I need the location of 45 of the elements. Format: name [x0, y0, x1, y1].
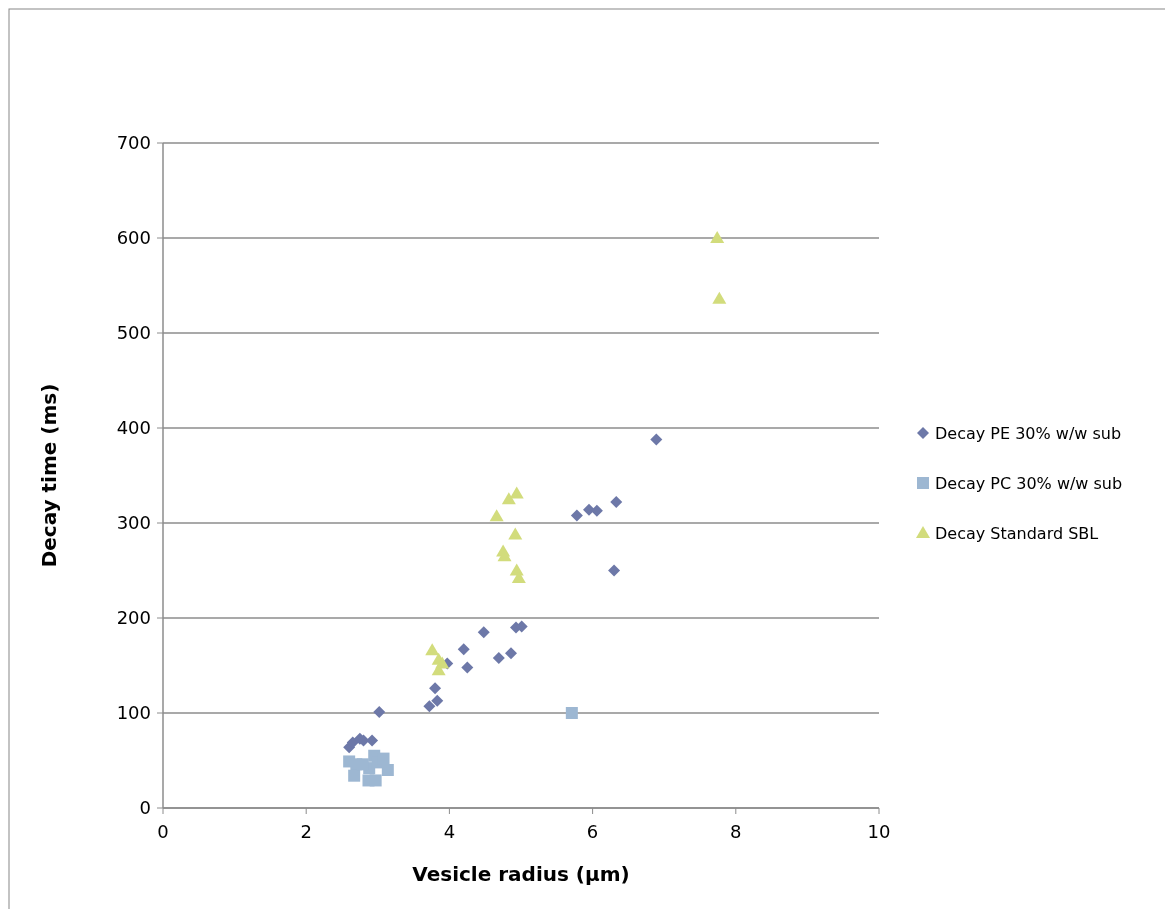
y-tick-label: 600	[116, 227, 151, 249]
point	[366, 734, 379, 747]
legend-label: Decay Standard SBL	[935, 523, 1099, 543]
y-tick-label: 100	[116, 702, 151, 724]
point	[373, 706, 386, 719]
point	[369, 774, 382, 787]
x-tick-label: 8	[730, 821, 742, 842]
point	[435, 656, 450, 669]
point	[429, 682, 442, 695]
point	[712, 291, 727, 304]
legend-label: Decay PE 30% w/w sub	[935, 423, 1122, 443]
point	[608, 564, 621, 577]
point	[457, 643, 470, 656]
point	[423, 700, 436, 713]
x-tick-label: 2	[300, 821, 312, 842]
y-tick-label: 700	[116, 132, 151, 154]
point	[425, 643, 440, 656]
point	[501, 492, 516, 505]
point	[489, 509, 504, 522]
point	[461, 661, 474, 674]
y-tick-label: 0	[139, 797, 151, 819]
point	[477, 626, 490, 639]
y-tick-label: 300	[116, 512, 151, 534]
legend-label: Decay PC 30% w/w sub	[935, 473, 1123, 493]
point	[508, 527, 523, 540]
y-tick-label: 400	[116, 417, 151, 439]
point	[710, 231, 725, 243]
x-tick-label: 10	[867, 821, 891, 842]
point	[610, 496, 623, 509]
x-tick-label: 6	[586, 821, 599, 842]
point	[504, 647, 517, 660]
point	[570, 509, 583, 522]
x-axis-title: Vesicle radius (µm)	[412, 862, 630, 886]
y-axis-title: Decay time (ms)	[37, 383, 61, 568]
point	[509, 486, 524, 499]
point	[565, 707, 578, 719]
point	[650, 433, 663, 446]
point	[381, 764, 394, 776]
x-tick-label: 4	[443, 821, 456, 842]
y-tick-label: 200	[116, 607, 151, 629]
point	[431, 694, 444, 707]
point	[348, 769, 361, 782]
point	[492, 651, 505, 664]
y-tick-label: 500	[116, 322, 151, 344]
x-tick-label: 0	[157, 821, 169, 842]
